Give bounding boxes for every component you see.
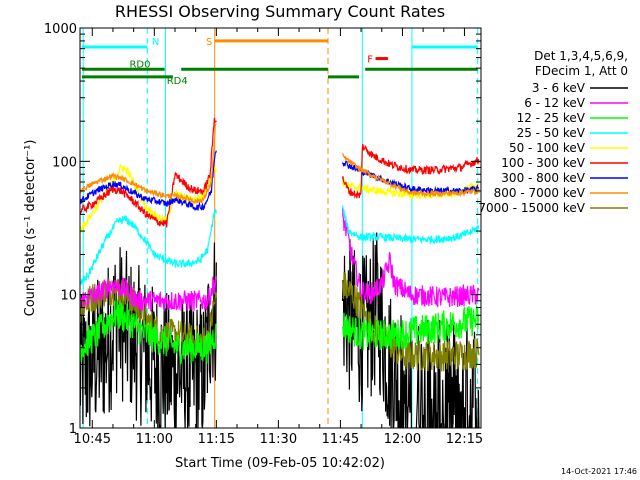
- chart-title: RHESSI Observing Summary Count Rates: [115, 2, 445, 21]
- series-line-6-12kev-part0: [80, 276, 217, 312]
- series-line-12-25kev-part1: [341, 303, 480, 351]
- x-tick-label-12:15: 12:15: [446, 432, 483, 447]
- legend: Det 1,3,4,5,6,9,FDecim 1, Att 0 3 - 6 keV…: [478, 49, 628, 215]
- flag-label-rd4: RD4: [167, 76, 188, 87]
- legend-label-6: 300 - 800 keV: [501, 171, 585, 185]
- x-tick-label-11:00: 11:00: [136, 432, 173, 447]
- series-line-100-300kev-part0: [80, 117, 217, 228]
- legend-label-1: 6 - 12 keV: [524, 96, 586, 110]
- series-line-800-7000kev-part0: [80, 123, 217, 205]
- flag-label-n: N: [152, 37, 159, 48]
- y-axis: 1 10 100 1000: [44, 22, 481, 437]
- series-line-25-50kev-part1: [341, 205, 480, 245]
- y-tick-label-100: 100: [52, 155, 77, 170]
- flag-label-s: S: [206, 37, 212, 48]
- legend-label-4: 50 - 100 keV: [509, 141, 586, 155]
- y-tick-label-10: 10: [60, 289, 77, 304]
- series-line-6-12kev-part1: [341, 208, 480, 308]
- x-tick-label-11:30: 11:30: [260, 432, 297, 447]
- series-line-7000-15000kev-part1: [341, 272, 480, 372]
- legend-label-0: 3 - 6 keV: [532, 81, 586, 95]
- x-tick-label-11:45: 11:45: [322, 432, 359, 447]
- y-axis-label: Count Rate (s⁻¹ detector⁻¹): [23, 140, 38, 317]
- legend-label-8: 7000 - 15000 keV: [478, 201, 585, 215]
- x-axis-label: Start Time (09-Feb-05 10:42:02): [175, 456, 385, 471]
- series-line-7000-15000kev-part0: [80, 278, 217, 356]
- series-line-25-50kev-part0: [80, 208, 217, 285]
- legend-label-3: 25 - 50 keV: [517, 126, 586, 140]
- series-line-100-300kev-part1: [341, 143, 480, 200]
- legend-label-2: 12 - 25 keV: [517, 111, 586, 125]
- series-line-3-6kev-part0: [80, 242, 217, 428]
- series-line-800-7000kev-part1: [342, 152, 480, 198]
- legend-label-5: 100 - 300 keV: [501, 156, 585, 170]
- x-axis: 10:45 11:00 11:15 11:30 11:45 12:00 12:15: [74, 28, 483, 447]
- series-line-300-800kev-part0: [80, 150, 217, 211]
- legend-label-7: 800 - 7000 keV: [494, 186, 586, 200]
- legend-header-1: FDecim 1, Att 0: [535, 64, 628, 78]
- flag-label-f: F: [367, 55, 373, 66]
- flag-label-rd0: RD0: [129, 59, 150, 70]
- y-tick-label-1000: 1000: [44, 22, 77, 37]
- plot-frame: [79, 27, 482, 429]
- x-tick-label-10:45: 10:45: [74, 432, 111, 447]
- x-tick-label-12:00: 12:00: [384, 432, 421, 447]
- timestamp: 14-Oct-2021 17:46: [561, 467, 637, 476]
- x-tick-label-11:15: 11:15: [198, 432, 235, 447]
- plot-area: N S F RD0 RD4: [80, 28, 480, 428]
- series-line-12-25kev-part0: [80, 299, 217, 365]
- y-tick-label-1: 1: [69, 422, 77, 437]
- legend-header-0: Det 1,3,4,5,6,9,: [534, 49, 628, 63]
